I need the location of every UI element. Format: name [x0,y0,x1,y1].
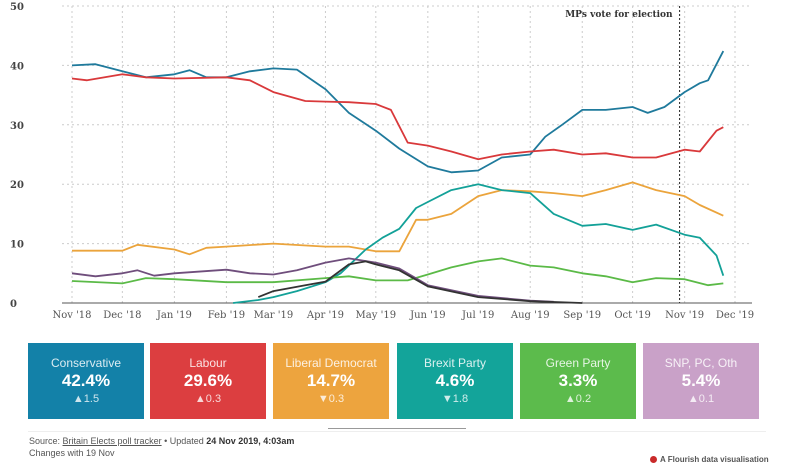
source-link[interactable]: Britain Elects poll tracker [62,436,162,446]
party-change: ▲0.2 [564,393,592,405]
party-card: Conservative 42.4% ▲1.5 [28,343,144,419]
party-change: ▲0.3 [194,393,222,405]
party-name: Liberal Democrat [285,356,377,370]
party-name: Conservative [50,356,122,370]
series-line-snp_pc_oth [71,257,554,303]
flourish-credit[interactable]: A Flourish data visualisation [650,455,769,464]
x-tick-label: May '19 [356,310,397,321]
series-line-brexit [232,183,725,304]
party-card: Brexit Party 4.6% ▼1.8 [397,343,513,419]
y-tick-label: 40 [10,61,24,72]
scroll-indicator[interactable] [328,428,466,429]
party-change: ▲1.5 [72,393,100,405]
party-share: 42.4% [61,371,111,390]
changes-note: Changes with 19 Nov [29,448,115,458]
party-name: SNP, PC, Oth [664,356,738,370]
party-change: ▲0.1 [687,393,715,405]
x-tick-label: Jul '19 [461,310,494,321]
party-share: 5.4% [681,371,721,390]
party-name: Labour [189,356,227,370]
series-line-green [71,257,724,287]
series-line-other [257,260,583,304]
party-card: Liberal Democrat 14.7% ▼0.3 [273,343,389,419]
series-line-labour [71,73,724,161]
x-tick-label: Oct '19 [614,310,650,321]
x-tick-label: Aug '19 [510,310,550,321]
x-tick-label: Jun '19 [409,310,446,321]
x-tick-label: Nov '18 [52,310,91,321]
party-card: Green Party 3.3% ▲0.2 [520,343,636,419]
party-card: SNP, PC, Oth 5.4% ▲0.1 [643,343,759,419]
x-tick-label: Sep '19 [563,310,601,321]
party-card: Labour 29.6% ▲0.3 [150,343,266,419]
series-line-conservative [71,50,725,174]
party-share: 14.7% [306,371,356,390]
party-name: Green Party [545,356,611,370]
y-tick-label: 30 [10,121,24,132]
party-change: ▼0.3 [317,393,345,405]
x-tick-label: Jan '19 [156,310,192,321]
party-share: 4.6% [435,371,475,390]
party-share: 29.6% [183,371,233,390]
party-change: ▼1.8 [441,393,469,405]
source-label: Source: [29,436,63,446]
updated-label: • Updated [161,436,207,446]
x-tick-label: Nov '19 [665,310,704,321]
party-name: Brexit Party [423,356,486,370]
x-tick-label: Dec '18 [103,310,141,321]
credit-text: A Flourish data visualisation [660,455,769,464]
poll-tracker-chart: 0 10 20 30 40 50 Nov '18 Dec '18 Jan '19 Feb '19 M… [10,2,754,321]
series-line-libdem [72,181,724,256]
divider [28,431,766,432]
x-tick-label: Feb '19 [208,310,245,321]
flourish-logo-icon [650,456,657,463]
y-tick-label: 20 [10,180,24,191]
x-tick-label: Mar '19 [254,310,294,321]
source-note: Source: Britain Elects poll tracker • Up… [29,435,294,459]
y-tick-label: 10 [10,240,24,251]
x-tick-label: Dec '19 [716,310,754,321]
y-tick-label: 0 [10,299,17,310]
annotation-label: MPs vote for election [565,10,673,20]
updated-time: 24 Nov 2019, 4:03am [206,436,295,446]
party-share: 3.3% [558,371,598,390]
x-tick-label: Apr '19 [306,310,344,321]
y-tick-label: 50 [10,2,24,13]
